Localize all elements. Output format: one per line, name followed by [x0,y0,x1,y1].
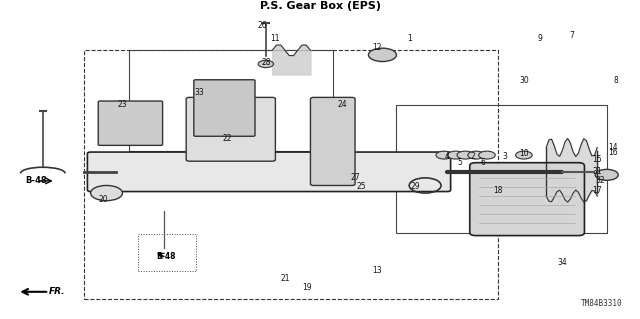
Circle shape [436,151,452,159]
Text: 16: 16 [608,148,618,157]
Circle shape [447,151,464,159]
Text: 13: 13 [372,266,382,275]
Text: 19: 19 [303,283,312,292]
FancyBboxPatch shape [194,80,255,136]
FancyBboxPatch shape [470,163,584,236]
Text: 22: 22 [223,134,232,143]
Text: 20: 20 [99,195,108,204]
Text: 10: 10 [519,149,529,158]
Text: 30: 30 [519,76,529,85]
Text: 28: 28 [261,58,271,67]
Text: 31: 31 [593,167,602,176]
Circle shape [516,151,532,159]
Text: 11: 11 [271,33,280,43]
Text: P.S. Gear Box (EPS): P.S. Gear Box (EPS) [259,1,381,11]
Circle shape [258,60,273,68]
Circle shape [468,151,484,159]
Text: B-48: B-48 [156,252,175,261]
Text: 9: 9 [538,33,542,43]
Text: 6: 6 [480,158,485,167]
Text: 15: 15 [593,155,602,164]
Text: 24: 24 [337,100,347,109]
Circle shape [595,169,618,180]
Text: 7: 7 [569,31,574,40]
FancyBboxPatch shape [99,101,163,145]
Text: 8: 8 [614,76,619,85]
Text: 26: 26 [258,21,268,31]
Text: 4: 4 [445,152,450,161]
Text: TM84B3310: TM84B3310 [581,300,623,308]
Text: 14: 14 [608,143,618,152]
Text: FR.: FR. [49,287,66,296]
Circle shape [457,151,474,159]
Text: 27: 27 [350,174,360,182]
Text: 29: 29 [411,182,420,191]
Text: B-48: B-48 [26,176,47,185]
Text: 17: 17 [593,186,602,195]
FancyBboxPatch shape [186,97,275,161]
Text: 2: 2 [470,152,476,161]
Text: 3: 3 [502,152,508,161]
Text: 1: 1 [407,33,412,43]
Text: 33: 33 [194,88,204,97]
Text: 5: 5 [458,158,463,167]
Circle shape [479,151,495,159]
FancyBboxPatch shape [310,97,355,185]
Text: 34: 34 [557,258,567,267]
Text: 23: 23 [118,100,127,109]
Text: 12: 12 [372,43,382,52]
Text: 32: 32 [596,176,605,185]
Text: 18: 18 [493,186,503,195]
Text: 21: 21 [280,274,290,283]
FancyBboxPatch shape [88,152,451,191]
Text: 25: 25 [356,182,366,191]
Circle shape [369,48,396,62]
Circle shape [91,185,122,201]
